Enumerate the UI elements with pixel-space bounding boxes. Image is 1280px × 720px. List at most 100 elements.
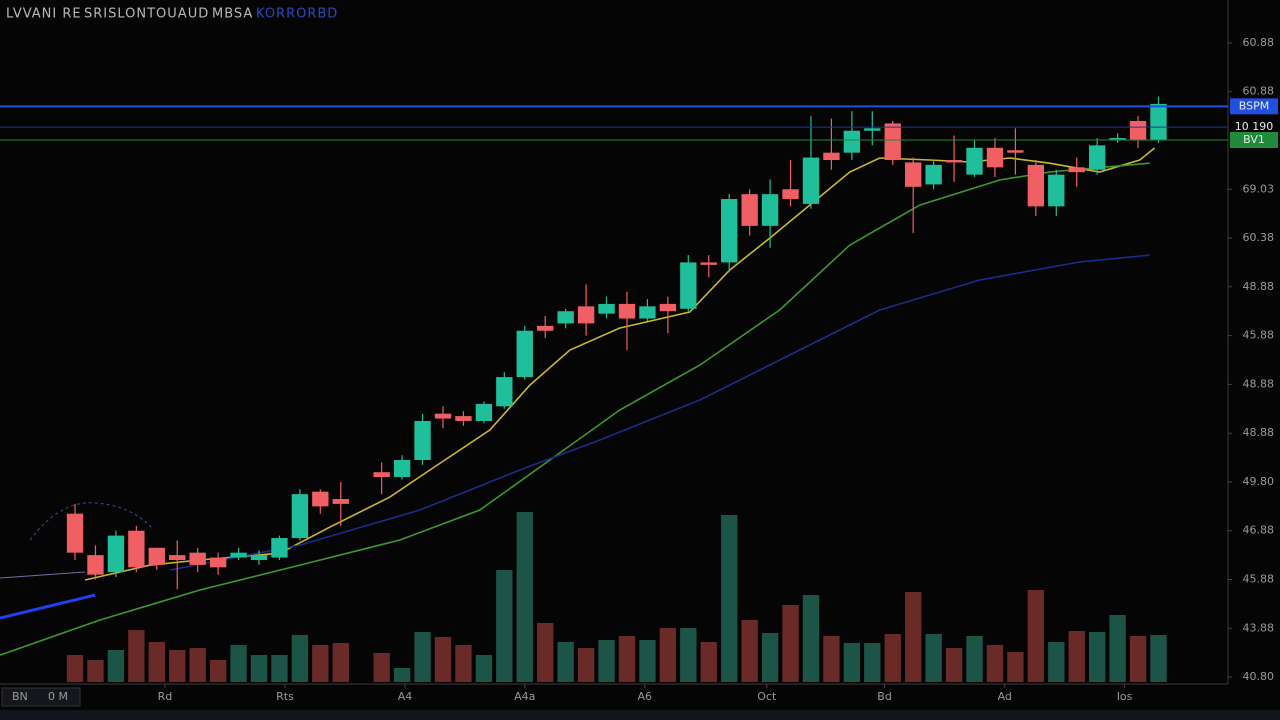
volume-bar bbox=[455, 645, 472, 682]
candle-body bbox=[945, 160, 963, 163]
volume-bar bbox=[925, 634, 942, 682]
volume-bar bbox=[659, 628, 677, 682]
volume-bar bbox=[189, 648, 206, 682]
volume-bar bbox=[209, 660, 227, 682]
volume-bar bbox=[393, 668, 411, 682]
volume-bar bbox=[761, 633, 779, 682]
candle-body bbox=[598, 303, 615, 314]
volume-bar bbox=[802, 595, 820, 682]
candle-body bbox=[802, 157, 820, 204]
candle-body bbox=[332, 499, 349, 504]
volume-bar bbox=[230, 645, 247, 682]
y-tick-label: 48.88 bbox=[1243, 377, 1275, 390]
volume-bar bbox=[87, 660, 104, 682]
candle-body bbox=[700, 262, 717, 265]
candle-body bbox=[373, 472, 390, 478]
volume-bar bbox=[618, 636, 636, 682]
volume-bar bbox=[577, 648, 595, 682]
footer-item[interactable]: 0 M bbox=[48, 690, 68, 703]
x-tick-label: Rts bbox=[276, 690, 294, 703]
candle-body bbox=[250, 555, 268, 560]
candle-body bbox=[557, 311, 574, 324]
candle-body bbox=[1088, 145, 1106, 170]
y-tick-label: 60.88 bbox=[1243, 36, 1275, 49]
candle-body bbox=[1068, 167, 1085, 173]
candle-body bbox=[843, 130, 861, 153]
volume-bar bbox=[148, 642, 165, 682]
x-tick-label: Ad bbox=[998, 690, 1012, 703]
volume-bar bbox=[128, 630, 145, 682]
candle-body bbox=[475, 403, 493, 421]
candle-body bbox=[1027, 164, 1045, 207]
price-label-box bbox=[1230, 98, 1278, 115]
candle-body bbox=[434, 413, 452, 419]
bottom-strip bbox=[0, 710, 1280, 720]
x-tick-label: Bd bbox=[877, 690, 892, 703]
candle-body bbox=[128, 530, 145, 568]
candle-body bbox=[925, 164, 942, 185]
volume-bar bbox=[721, 515, 738, 682]
y-tick-label: 60.88 bbox=[1243, 85, 1275, 98]
volume-bar bbox=[271, 655, 288, 682]
volume-bar bbox=[291, 635, 309, 682]
volume-bar bbox=[905, 592, 922, 682]
volume-bar bbox=[107, 650, 125, 682]
y-tick-label: 45.88 bbox=[1243, 329, 1275, 342]
volume-bar bbox=[1088, 632, 1106, 682]
y-tick-label: 48.88 bbox=[1243, 426, 1275, 439]
y-tick-label: 45.88 bbox=[1243, 573, 1275, 586]
volume-bar bbox=[557, 642, 574, 682]
candle-body bbox=[107, 535, 125, 573]
price-label: BV1 bbox=[1243, 133, 1265, 146]
candle-body bbox=[986, 147, 1004, 168]
volume-bar bbox=[884, 634, 901, 682]
volume-bar bbox=[250, 655, 268, 682]
candle-body bbox=[884, 123, 901, 160]
candle-body bbox=[148, 547, 165, 565]
volume-bar bbox=[516, 512, 533, 682]
candle-body bbox=[761, 194, 779, 226]
footer-item[interactable]: BN bbox=[12, 690, 28, 703]
moving-average bbox=[0, 162, 1150, 656]
moving-average bbox=[84, 147, 1156, 581]
volume-bar bbox=[1150, 635, 1167, 682]
volume-bar bbox=[1007, 652, 1024, 682]
volume-bar bbox=[700, 642, 717, 682]
y-tick-label: 48.88 bbox=[1243, 280, 1275, 293]
candle-body bbox=[680, 262, 697, 309]
moving-average bbox=[0, 593, 96, 620]
candle-body bbox=[87, 555, 104, 575]
candle-body bbox=[66, 513, 84, 553]
volume-bar bbox=[1109, 615, 1126, 682]
footer-box[interactable] bbox=[1, 687, 81, 707]
y-tick-label: 49.80 bbox=[1243, 475, 1275, 488]
y-tick-label: 46.88 bbox=[1243, 524, 1275, 537]
volume-bar bbox=[414, 632, 431, 682]
volume-bar bbox=[537, 623, 554, 682]
header-item: SRISLONTOUAUD bbox=[84, 7, 209, 22]
candle-body bbox=[516, 330, 533, 378]
drawing-arc bbox=[29, 502, 153, 541]
candle-body bbox=[496, 377, 513, 407]
candle-body bbox=[230, 552, 247, 558]
volume-bar bbox=[373, 653, 390, 682]
candle-body bbox=[1129, 120, 1147, 141]
candle-body bbox=[1109, 138, 1126, 141]
volume-bar bbox=[1048, 642, 1065, 682]
candle-body bbox=[577, 306, 595, 324]
volume-bar bbox=[312, 645, 329, 682]
x-tick-label: Oct bbox=[757, 690, 777, 703]
header-item: KORRORBD bbox=[256, 7, 338, 22]
volume-bar bbox=[1068, 631, 1085, 682]
volume-bar bbox=[169, 650, 186, 682]
candle-body bbox=[618, 303, 636, 319]
x-tick-label: Rd bbox=[158, 690, 173, 703]
volume-bar bbox=[680, 628, 697, 682]
x-tick-label: A4 bbox=[398, 690, 413, 703]
candle-body bbox=[537, 325, 554, 331]
price-label: BSPM bbox=[1239, 99, 1269, 112]
volume-bar bbox=[496, 570, 513, 682]
volume-bar bbox=[1129, 636, 1147, 682]
